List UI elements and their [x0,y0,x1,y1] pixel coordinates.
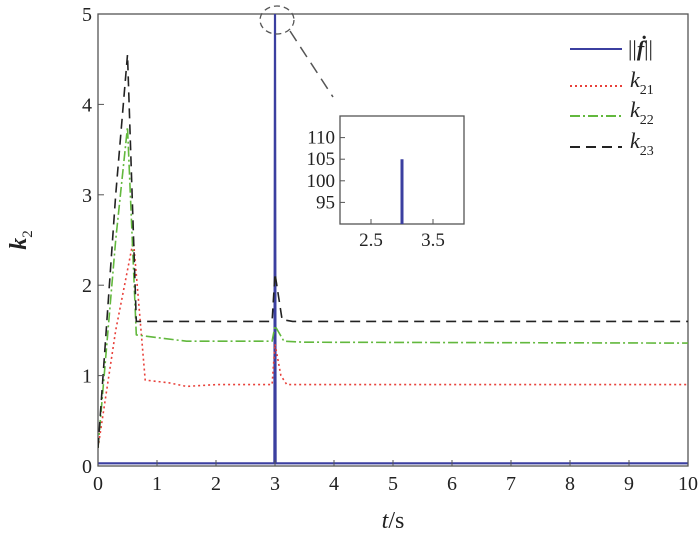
x-axis-title: t/s [382,508,405,534]
y-tick-label: 0 [82,456,92,478]
inset-x-ticks: 2.5 3.5 [359,219,445,251]
x-tick-label: 6 [447,473,457,495]
legend-k21-sub: 21 [640,83,654,98]
x-tick-label: 1 [152,473,162,495]
x-tick-label: 10 [678,473,698,495]
x-axis-title-unit: /s [388,508,404,534]
inset-y-tick-label: 105 [307,149,336,170]
legend-k22-sub: 22 [640,113,654,128]
inset-y-tick-label: 95 [316,192,335,213]
y-axis-ticks: 0 1 2 3 4 5 [82,4,104,478]
x-tick-label: 9 [624,473,634,495]
inset-x-tick-label: 2.5 [359,230,383,251]
x-tick-label: 7 [506,473,516,495]
x-tick-label: 0 [93,473,103,495]
y-axis-title-var: k [6,238,32,250]
y-tick-label: 2 [82,275,92,297]
zoom-connector [289,30,334,98]
legend-label-k23: k23 [630,128,654,159]
y-tick-label: 1 [82,366,92,388]
legend-label-k21: k21 [630,67,654,98]
legend-k22-var: k [630,97,641,122]
x-tick-label: 3 [270,473,280,495]
inset-x-tick-label: 3.5 [421,230,445,251]
series-line-k21 [98,239,688,449]
x-tick-label: 5 [388,473,398,495]
inset-y-tick-label: 100 [307,171,336,192]
y-tick-label: 5 [82,4,92,26]
legend-label-k22: k22 [630,97,654,128]
series-line-k22 [98,126,688,448]
y-axis-title-sub: 2 [20,230,36,238]
zoom-circle [259,5,295,35]
series-line-k23 [98,53,688,448]
legend-k21-var: k [630,67,641,92]
plot-area [97,13,689,467]
legend: ||ḟ|| k21 k22 k23 [570,36,654,159]
legend-label-fdot: ||ḟ|| [628,36,653,61]
legend-fdot-suffix: || [644,36,653,61]
legend-fdot-var: ḟ [637,36,647,61]
legend-k23-sub: 23 [640,144,654,159]
legend-fdot-prefix: || [628,36,637,61]
inset-y-tick-label: 110 [307,128,335,149]
x-axis-title-var: t [382,508,390,534]
x-axis-ticks: 0 1 2 3 4 5 6 7 8 9 10 [93,460,698,495]
legend-k23-var: k [630,128,641,153]
y-tick-label: 3 [82,185,92,207]
x-tick-label: 4 [329,473,339,495]
y-axis-title: k2 [6,230,36,250]
y-tick-label: 4 [82,94,92,116]
x-tick-label: 2 [211,473,221,495]
x-tick-label: 8 [565,473,575,495]
